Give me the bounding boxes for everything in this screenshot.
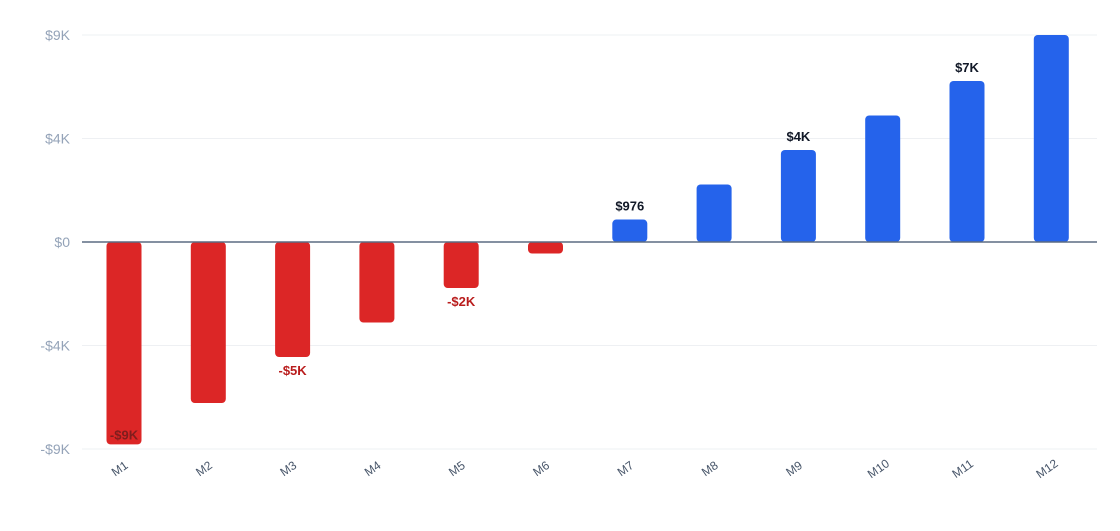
data-label-m5: -$2K xyxy=(447,294,476,309)
x-tick-label: M3 xyxy=(277,458,299,479)
y-tick-label: -$4K xyxy=(40,338,70,354)
bar-m6 xyxy=(528,242,563,254)
x-tick-label: M7 xyxy=(615,458,637,479)
x-tick-label: M1 xyxy=(109,458,131,479)
bar-m5 xyxy=(443,242,479,288)
x-tick-label: M5 xyxy=(446,458,468,479)
x-tick-label: M4 xyxy=(362,458,384,479)
data-label-m3: -$5K xyxy=(279,363,308,378)
bar-m9 xyxy=(780,150,816,242)
y-axis-ticks: $9K $4K $0 -$4K -$9K xyxy=(40,27,70,457)
x-axis-ticks: M1 M2 M3 M4 M5 M6 M7 M8 M9 M10 M11 M12 xyxy=(109,456,1061,481)
x-tick-label: M11 xyxy=(949,456,976,481)
x-tick-label: M9 xyxy=(783,458,805,479)
x-tick-label: M10 xyxy=(865,456,892,481)
data-labels: -$9K -$5K -$2K $976 $4K $7K xyxy=(110,60,980,442)
x-tick-label: M6 xyxy=(530,458,552,479)
x-tick-label: M8 xyxy=(699,458,721,479)
data-label-m1: -$9K xyxy=(110,427,139,442)
bar-m11 xyxy=(949,81,985,242)
bar-m8 xyxy=(696,184,732,242)
data-label-m9: $4K xyxy=(786,129,810,144)
y-tick-label: -$9K xyxy=(40,441,70,457)
bars xyxy=(106,35,1069,445)
y-tick-label: $4K xyxy=(45,131,71,147)
bar-m7 xyxy=(612,219,648,242)
bar-m1 xyxy=(106,242,142,445)
bar-m2 xyxy=(190,242,226,403)
y-tick-label: $9K xyxy=(45,27,71,43)
bar-m3 xyxy=(275,242,311,357)
data-label-m11: $7K xyxy=(955,60,979,75)
bar-m10 xyxy=(865,115,901,242)
data-label-m7: $976 xyxy=(615,199,644,214)
y-tick-label: $0 xyxy=(54,234,70,250)
x-tick-label: M12 xyxy=(1033,456,1060,481)
gridlines xyxy=(82,34,1097,450)
bar-m12 xyxy=(1033,35,1069,242)
x-tick-label: M2 xyxy=(193,458,215,479)
bar-m4 xyxy=(359,242,395,323)
